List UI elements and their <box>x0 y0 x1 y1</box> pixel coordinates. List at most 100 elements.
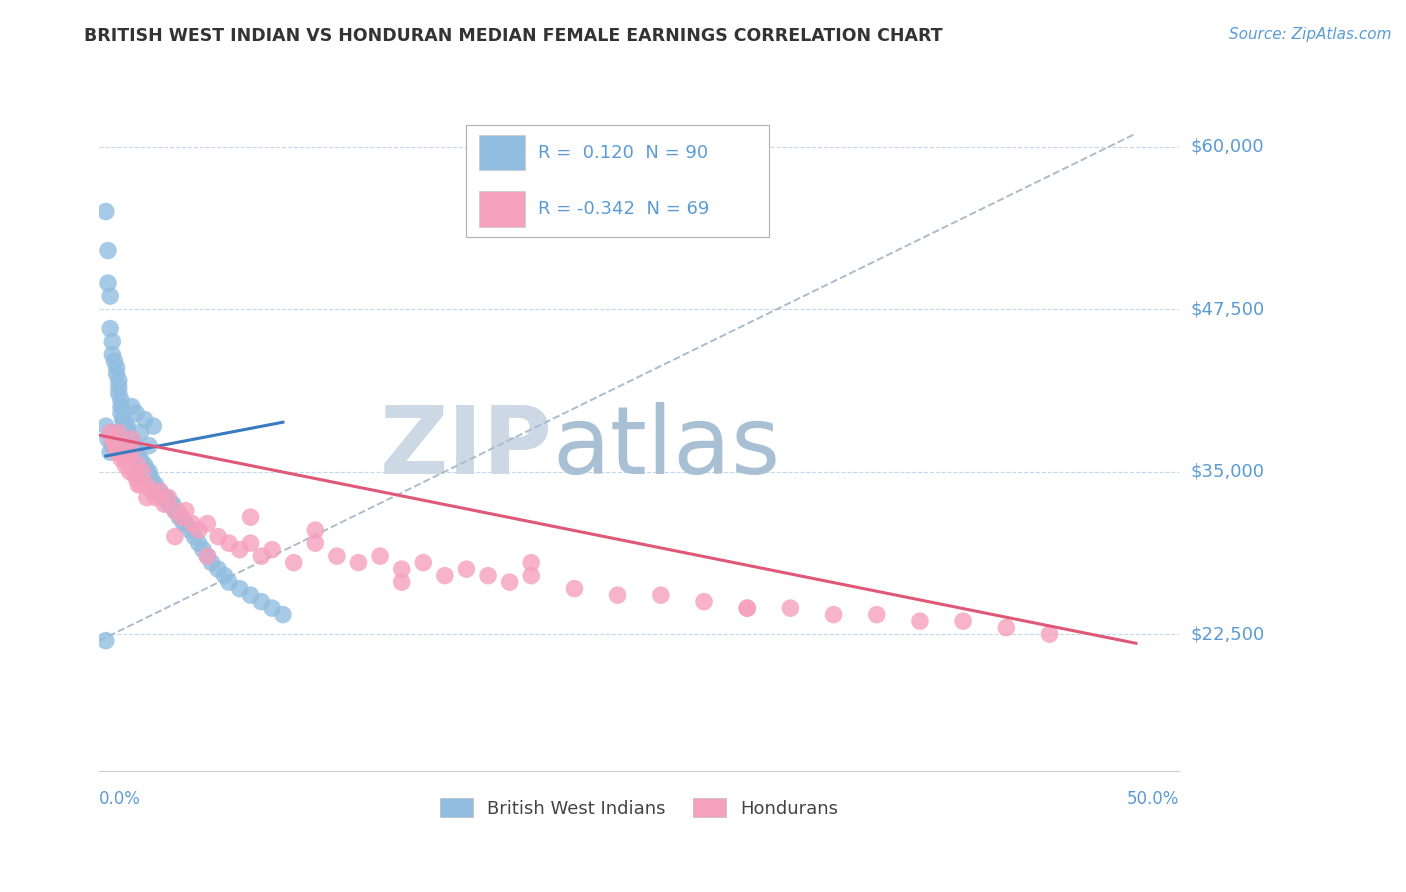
Point <box>162 497 184 511</box>
Point <box>304 523 326 537</box>
Point <box>107 425 129 440</box>
Point <box>283 556 305 570</box>
Point <box>477 568 499 582</box>
Point <box>97 244 120 258</box>
Point <box>606 588 628 602</box>
Point <box>129 458 152 472</box>
Point <box>121 439 143 453</box>
FancyBboxPatch shape <box>479 192 524 227</box>
Point <box>112 412 135 426</box>
Point <box>138 471 160 485</box>
Point <box>125 445 148 459</box>
Point <box>239 588 262 602</box>
Point <box>155 491 177 505</box>
Point <box>118 439 141 453</box>
Point <box>114 425 136 440</box>
Point <box>138 439 160 453</box>
Point <box>101 348 124 362</box>
Point <box>98 289 121 303</box>
Point <box>142 484 165 499</box>
Point <box>456 562 478 576</box>
Point <box>163 503 186 517</box>
Point <box>122 465 145 479</box>
Point <box>195 516 218 531</box>
Text: 0.0%: 0.0% <box>100 790 141 808</box>
Point <box>173 516 195 531</box>
Point <box>304 536 326 550</box>
Point <box>239 510 262 524</box>
FancyBboxPatch shape <box>479 136 524 170</box>
Point <box>110 406 132 420</box>
Point <box>167 510 190 524</box>
Point <box>779 601 801 615</box>
Point <box>103 439 125 453</box>
FancyBboxPatch shape <box>467 125 769 237</box>
Point <box>97 432 120 446</box>
Point <box>218 575 240 590</box>
Point <box>187 536 209 550</box>
Point <box>135 477 157 491</box>
Point <box>908 614 931 628</box>
Point <box>157 491 180 505</box>
Point <box>149 484 172 499</box>
Point <box>129 425 152 440</box>
Point <box>214 568 236 582</box>
Point <box>159 497 181 511</box>
Text: $22,500: $22,500 <box>1191 625 1264 643</box>
Point <box>433 568 456 582</box>
Point <box>179 523 201 537</box>
Point <box>138 465 160 479</box>
Point <box>153 491 176 505</box>
Point <box>146 484 169 499</box>
Text: R = -0.342  N = 69: R = -0.342 N = 69 <box>537 200 709 218</box>
Point <box>122 439 145 453</box>
Point <box>218 536 240 550</box>
Point <box>117 432 139 446</box>
Point <box>122 445 145 459</box>
Point <box>866 607 889 622</box>
Point <box>121 432 143 446</box>
Point <box>262 601 284 615</box>
Point <box>103 354 125 368</box>
Point <box>170 510 193 524</box>
Point <box>735 601 758 615</box>
Point <box>131 465 153 479</box>
Point <box>166 503 188 517</box>
Point <box>250 594 273 608</box>
Point <box>127 458 149 472</box>
Point <box>650 588 672 602</box>
Point <box>135 465 157 479</box>
Text: R =  0.120  N = 90: R = 0.120 N = 90 <box>537 144 707 161</box>
Point <box>520 568 543 582</box>
Point <box>229 542 252 557</box>
Point <box>153 497 176 511</box>
Point <box>150 491 173 505</box>
Point <box>103 425 125 440</box>
Point <box>98 321 121 335</box>
Point <box>735 601 758 615</box>
Point <box>157 497 180 511</box>
Point <box>347 556 370 570</box>
Point <box>163 530 186 544</box>
Point <box>170 510 193 524</box>
Text: $60,000: $60,000 <box>1191 137 1264 155</box>
Point <box>127 451 149 466</box>
Point <box>191 542 214 557</box>
Text: BRITISH WEST INDIAN VS HONDURAN MEDIAN FEMALE EARNINGS CORRELATION CHART: BRITISH WEST INDIAN VS HONDURAN MEDIAN F… <box>84 27 943 45</box>
Point <box>995 621 1018 635</box>
Text: ZIP: ZIP <box>380 401 553 493</box>
Point <box>118 432 141 446</box>
Point <box>112 419 135 434</box>
Point <box>127 458 149 472</box>
Point <box>174 503 197 517</box>
Point <box>163 503 186 517</box>
Point <box>142 419 165 434</box>
Point <box>101 334 124 349</box>
Point <box>101 432 124 446</box>
Text: $47,500: $47,500 <box>1191 300 1264 318</box>
Point <box>98 445 121 459</box>
Point <box>112 412 135 426</box>
Point <box>326 549 349 563</box>
Point <box>391 575 413 590</box>
Point <box>195 549 218 563</box>
